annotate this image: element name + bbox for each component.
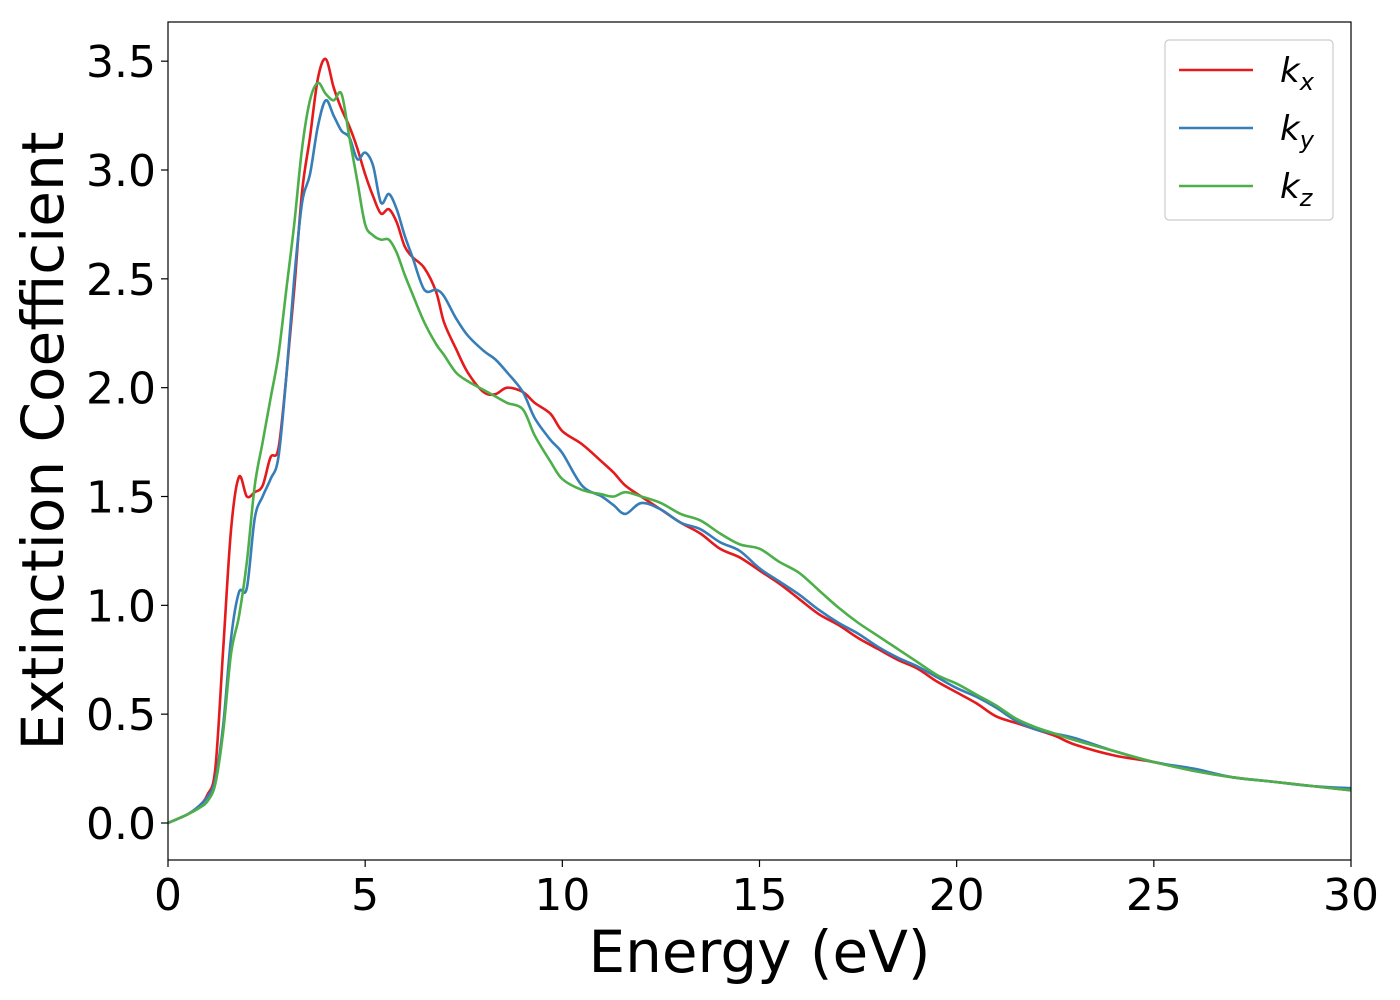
plot-lines — [168, 57, 1351, 825]
y-tick-label: 1.0 — [86, 581, 156, 632]
x-tick-label: 30 — [1323, 870, 1379, 921]
x-tick-label: 0 — [154, 870, 182, 921]
x-axis-ticks: 0 5 10 15 20 25 30 — [154, 860, 1379, 921]
x-tick-label: 25 — [1126, 870, 1182, 921]
legend-label-main: k — [1280, 51, 1301, 91]
y-tick-label: 0.5 — [86, 690, 156, 741]
legend-label-kz: kz — [1280, 167, 1314, 212]
legend-label-kx: kx — [1280, 51, 1315, 96]
y-axis-title: Extinction Coefficient — [9, 132, 77, 751]
legend-label-subscript: y — [1299, 126, 1315, 154]
legend-label-main: k — [1280, 109, 1301, 149]
y-tick-label: 0.0 — [86, 799, 156, 850]
y-axis-ticks: 0.0 0.5 1.0 1.5 2.0 2.5 3.0 3.5 — [86, 37, 168, 850]
legend-label-subscript: z — [1299, 184, 1314, 212]
y-tick-label: 2.0 — [86, 364, 156, 415]
y-tick-label: 1.5 — [86, 473, 156, 524]
y-tick-label: 2.5 — [86, 255, 156, 306]
legend-label-ky: ky — [1280, 109, 1315, 154]
legend-label-main: k — [1280, 167, 1301, 207]
y-tick-label: 3.0 — [86, 146, 156, 197]
x-tick-label: 15 — [732, 870, 788, 921]
y-tick-label: 3.5 — [86, 37, 156, 88]
x-tick-label: 10 — [534, 870, 590, 921]
legend-box — [1164, 39, 1334, 221]
x-tick-label: 20 — [929, 870, 985, 921]
legend-label-subscript: x — [1299, 68, 1315, 96]
series-line-kz — [168, 81, 1351, 825]
x-axis-title: Energy (eV) — [588, 918, 930, 986]
x-tick-label: 5 — [351, 870, 379, 921]
series-line-ky — [168, 98, 1351, 825]
